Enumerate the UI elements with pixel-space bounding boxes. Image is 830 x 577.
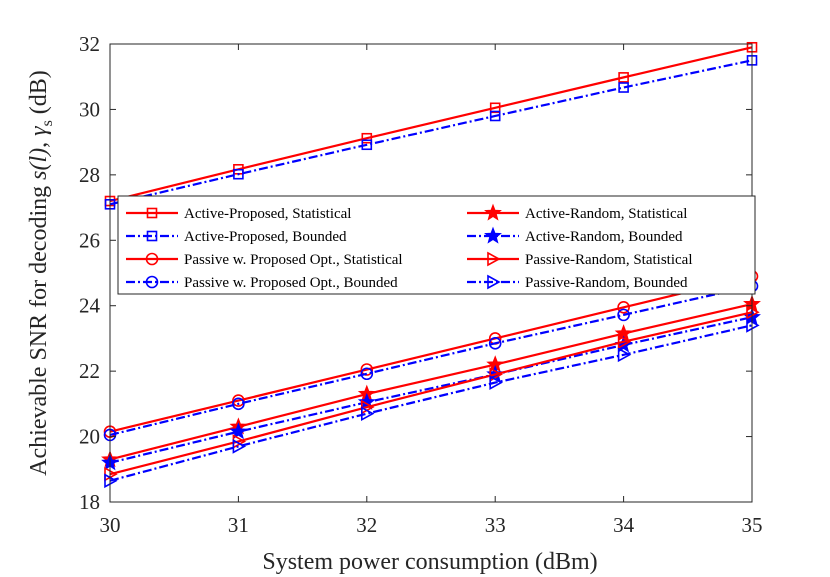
y-axis-label-separator: , (26, 136, 52, 148)
data-point (229, 422, 248, 440)
legend-entry: Active-Proposed, Statistical (126, 206, 351, 222)
legend-marker (145, 275, 159, 289)
series-line (109, 275, 753, 433)
legend-marker (484, 226, 502, 244)
legend-entry: Passive-Random, Bounded (467, 274, 688, 291)
legend-label: Active-Proposed, Statistical (184, 206, 351, 222)
data-point (360, 406, 375, 422)
legend-entry: Passive w. Proposed Opt., Statistical (126, 252, 403, 268)
series-line (109, 46, 753, 203)
y-tick-label: 22 (79, 359, 100, 383)
legend-label: Active-Random, Statistical (525, 206, 687, 222)
series-line (109, 285, 753, 437)
y-tick-label: 20 (79, 425, 100, 449)
x-tick-label: 35 (742, 513, 763, 537)
legend-marker (487, 274, 501, 290)
data-point (361, 139, 373, 151)
legend-marker (145, 252, 159, 266)
x-tick-label: 30 (100, 513, 121, 537)
data-point (617, 347, 632, 363)
data-point (489, 367, 503, 382)
x-tick-label: 31 (228, 513, 249, 537)
series-line (109, 303, 753, 461)
legend-label: Passive-Random, Statistical (525, 252, 692, 268)
data-point (360, 363, 374, 376)
legend-marker (484, 203, 502, 221)
y-tick-label: 30 (79, 97, 100, 121)
legend-entry: Passive w. Proposed Opt., Bounded (126, 275, 398, 291)
axis-ticks (109, 43, 753, 503)
x-tick-label: 34 (613, 513, 635, 537)
data-point (357, 392, 376, 410)
data-point (489, 110, 501, 122)
data-point (489, 102, 501, 114)
series-line (109, 324, 753, 482)
y-axis-label-unit: (dB) (26, 70, 52, 120)
series-line (109, 316, 753, 464)
data-point (232, 397, 245, 411)
x-tick-labels: 30 31 32 33 34 35 (100, 513, 763, 537)
y-tick-labels: 18 20 22 24 26 28 30 32 (79, 32, 101, 514)
data-point (618, 72, 629, 83)
y-axis-label-subscript: s (39, 120, 56, 126)
y-axis-label-prefix: Achievable SNR for decoding (26, 180, 52, 476)
y-tick-label: 28 (79, 163, 100, 187)
legend-entry: Active-Random, Bounded (467, 226, 683, 245)
legend-entry: Active-Random, Statistical (467, 203, 687, 222)
series-line (109, 59, 753, 206)
data-point (233, 168, 244, 180)
legend-label: Passive w. Proposed Opt., Statistical (184, 252, 403, 268)
x-axis-label: System power consumption (dBm) (262, 549, 597, 575)
data-point (617, 308, 630, 322)
y-tick-label: 18 (79, 490, 100, 514)
legend-label: Passive-Random, Bounded (525, 275, 688, 291)
legend-marker (146, 230, 158, 242)
legend-label: Active-Random, Bounded (525, 229, 683, 245)
legend-label: Passive w. Proposed Opt., Bounded (184, 275, 398, 291)
data-point (232, 394, 245, 407)
legend-entry: Passive-Random, Statistical (467, 251, 692, 268)
data-point (617, 334, 632, 350)
data-point (361, 132, 373, 144)
y-tick-label: 26 (79, 228, 100, 252)
data-point (618, 82, 629, 93)
legend: Active-Proposed, Statistical Active-Rando… (117, 195, 756, 295)
y-tick-label: 24 (79, 294, 101, 318)
x-tick-label: 32 (356, 513, 377, 537)
legend-marker (146, 207, 158, 219)
y-tick-label: 32 (79, 32, 100, 56)
legend-label: Active-Proposed, Bounded (184, 229, 347, 245)
x-tick-label: 33 (485, 513, 506, 537)
legend-box (117, 195, 756, 295)
data-point (488, 337, 502, 350)
data-point (232, 439, 247, 454)
y-axis-label: Achievable SNR for decoding s(l), γs (dB… (26, 70, 56, 476)
legend-entry: Active-Proposed, Bounded (126, 229, 347, 245)
data-point (360, 367, 374, 381)
series-6 (103, 279, 759, 442)
y-axis-label-signal: s(l) (26, 148, 52, 180)
data-point (489, 375, 503, 390)
series-line (109, 311, 753, 476)
y-axis-label-gamma: γ (26, 126, 52, 136)
data-point (617, 301, 630, 314)
legend-marker (487, 251, 501, 267)
